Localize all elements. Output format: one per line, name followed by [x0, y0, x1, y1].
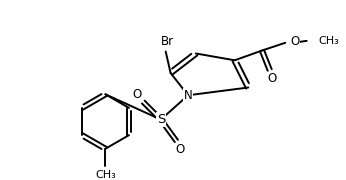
Text: O: O	[133, 88, 142, 101]
Text: O: O	[176, 143, 185, 156]
Text: O: O	[267, 72, 276, 85]
Text: O: O	[290, 35, 299, 48]
Text: N: N	[184, 89, 192, 102]
Text: S: S	[157, 113, 165, 126]
Text: CH₃: CH₃	[318, 36, 339, 46]
Text: Br: Br	[161, 35, 174, 48]
Text: CH₃: CH₃	[95, 170, 116, 180]
